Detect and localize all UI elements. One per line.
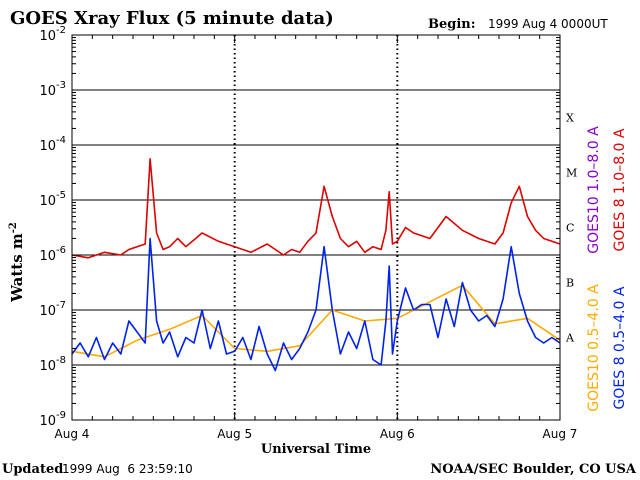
flare-class-c: C: [566, 222, 574, 235]
begin-label: Begin:: [428, 17, 476, 32]
series-line: [71, 284, 561, 358]
updated-value: 1999 Aug 6 23:59:10: [62, 462, 193, 476]
legend: GOES10 1.0–8.0 A GOES 8 1.0–8.0 A GOES10 0…: [586, 126, 628, 412]
x-axis-title: Universal Time: [261, 442, 371, 457]
y-tick-label: 10-4: [39, 135, 66, 154]
begin-value: 1999 Aug 4 0000UT: [488, 17, 608, 31]
y-tick-label: 10-6: [39, 245, 66, 264]
series-line: [71, 158, 561, 259]
legend-item: GOES 8 0.5–4.0 A: [612, 286, 628, 409]
flare-class-b: B: [566, 277, 574, 290]
y-tick-label: 10-2: [39, 25, 66, 44]
updated-label: Updated: [2, 462, 63, 477]
y-tick-label: 10-8: [39, 355, 66, 374]
chart-title: GOES Xray Flux (5 minute data): [10, 8, 334, 29]
flare-class-x: X: [566, 112, 574, 125]
y-tick-label: 10-3: [39, 80, 66, 99]
y-axis-title: Watts m-2: [8, 222, 26, 303]
y-axis-label-sup: -2: [8, 222, 19, 233]
x-tick-label: Aug 7: [543, 427, 578, 441]
y-tick-label: 10-9: [39, 410, 66, 429]
plot-frame: [71, 34, 561, 421]
flare-class-labels: A B C M X: [565, 112, 577, 345]
data-series: [71, 158, 561, 372]
x-tick-label: Aug 5: [217, 427, 252, 441]
x-tick-label: Aug 4: [55, 427, 90, 441]
x-tick-label: Aug 6: [380, 427, 415, 441]
credit-text: NOAA/SEC Boulder, CO USA: [430, 462, 637, 477]
plot-grid: [72, 35, 560, 420]
flare-class-m: M: [566, 167, 577, 180]
y-tick-label: 10-7: [39, 300, 66, 319]
y-axis-ticks: 10-9 10-8 10-7 10-6 10-5 10-4 10-3 10-2: [39, 25, 560, 429]
legend-item: GOES10 1.0–8.0 A: [586, 126, 602, 254]
flare-class-a: A: [565, 332, 575, 345]
legend-item: GOES10 0.5–4.0 A: [586, 284, 602, 412]
y-tick-label: 10-5: [39, 190, 66, 209]
legend-item: GOES 8 1.0–8.0 A: [612, 128, 628, 251]
x-axis-ticks: Aug 4 Aug 5 Aug 6 Aug 7: [55, 35, 578, 441]
series-line: [71, 237, 561, 372]
y-axis-label: Watts m: [8, 233, 26, 303]
svg-text:Watts m-2: Watts m-2: [8, 222, 26, 303]
